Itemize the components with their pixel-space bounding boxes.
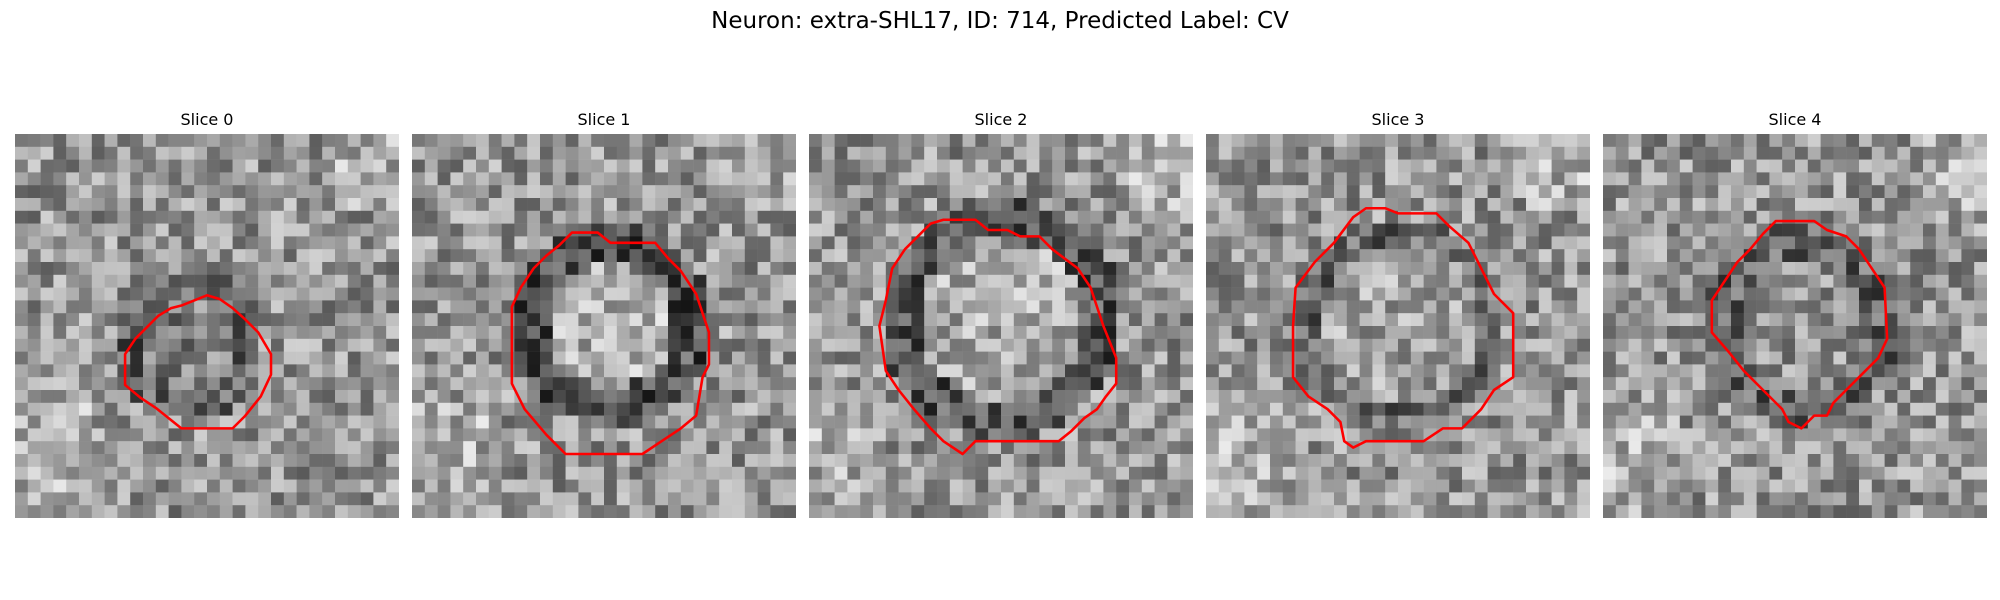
segmentation-contour: [123, 294, 273, 430]
slice-panel-0: Slice 0: [15, 108, 399, 518]
slice-image-4: [1603, 134, 1987, 518]
slice-image-3: [1206, 134, 1590, 518]
segmentation-contour: [1710, 219, 1889, 430]
slice-image-0: [15, 134, 399, 518]
segmentation-contour: [1291, 206, 1515, 449]
slice-image-1: [412, 134, 796, 518]
slice-panel-4: Slice 4: [1603, 108, 1987, 518]
slice-panel-3: Slice 3: [1206, 108, 1590, 518]
slice-image-2: [809, 134, 1193, 518]
slice-title-4: Slice 4: [1768, 110, 1822, 129]
figure-title: Neuron: extra-SHL17, ID: 714, Predicted …: [711, 8, 1289, 34]
slice-panel-1: Slice 1: [412, 108, 796, 518]
slice-panel-2: Slice 2: [809, 108, 1193, 518]
slice-title-0: Slice 0: [180, 110, 234, 129]
slice-title-3: Slice 3: [1371, 110, 1425, 129]
slice-title-2: Slice 2: [974, 110, 1028, 129]
slice-pixel-grid: [809, 134, 1193, 518]
slice-pixel-grid: [412, 134, 796, 518]
slice-pixel-grid: [1206, 134, 1590, 518]
slice-title-1: Slice 1: [577, 110, 631, 129]
segmentation-contour: [510, 231, 711, 456]
slice-pixel-grid: [1603, 134, 1987, 518]
segmentation-contour: [878, 218, 1118, 456]
slice-pixel-grid: [15, 134, 399, 518]
